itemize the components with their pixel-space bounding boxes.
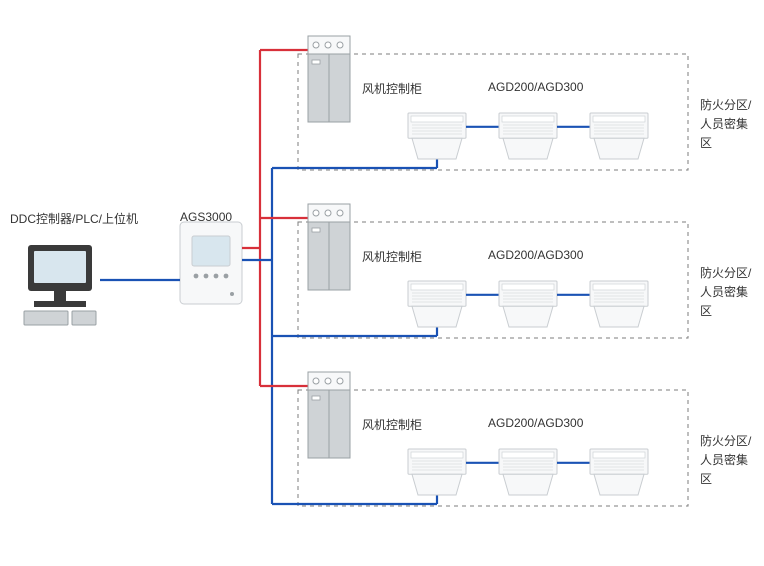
fan-cabinet-label-3: 风机控制柜 — [362, 416, 422, 433]
controller-label: AGS3000 — [180, 210, 232, 224]
sensors-label-2: AGD200/AGD300 — [488, 248, 583, 262]
fan-cabinet-label-1: 风机控制柜 — [362, 80, 422, 97]
zone-label-1: 防火分区/人员密集区 — [700, 96, 756, 154]
sensors-label-3: AGD200/AGD300 — [488, 416, 583, 430]
zone-label-2: 防火分区/人员密集区 — [700, 264, 756, 322]
zone-label-3: 防火分区/人员密集区 — [700, 432, 756, 490]
fan-cabinet-label-2: 风机控制柜 — [362, 248, 422, 265]
host-label: DDC控制器/PLC/上位机 — [10, 210, 138, 227]
sensors-label-1: AGD200/AGD300 — [488, 80, 583, 94]
